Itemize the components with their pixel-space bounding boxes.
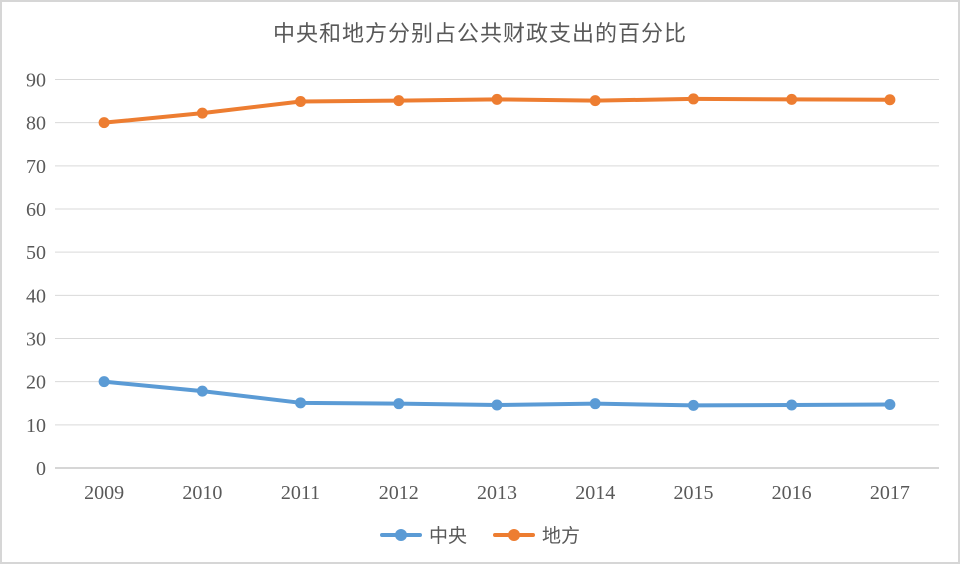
data-point-central[interactable] — [196, 385, 208, 397]
data-point-local[interactable] — [589, 95, 601, 107]
legend-item-local[interactable]: 地方 — [493, 521, 580, 548]
chart-title: 中央和地方分别占公共财政支出的百分比 — [272, 21, 687, 46]
data-point-local[interactable] — [295, 96, 307, 108]
x-tick-label: 2014 — [575, 482, 615, 504]
y-tick-label: 90 — [26, 70, 46, 92]
legend-label-local: 地方 — [542, 526, 581, 547]
x-tick-label: 2013 — [477, 482, 517, 504]
y-tick-label: 20 — [26, 372, 46, 394]
data-point-local[interactable] — [196, 107, 208, 119]
x-tick-label: 2016 — [772, 482, 812, 504]
data-point-local[interactable] — [786, 93, 798, 105]
x-tick-label: 2011 — [281, 482, 320, 504]
data-point-local[interactable] — [393, 95, 405, 107]
y-tick-label: 10 — [26, 415, 46, 437]
data-point-local[interactable] — [98, 117, 110, 129]
y-tick-label: 0 — [36, 458, 46, 480]
data-point-central[interactable] — [884, 399, 896, 411]
data-point-central[interactable] — [786, 399, 798, 411]
y-tick-label: 30 — [26, 329, 46, 351]
data-point-central[interactable] — [589, 398, 601, 410]
y-tick-label: 80 — [26, 113, 46, 135]
y-tick-label: 60 — [26, 199, 46, 221]
data-point-local[interactable] — [491, 93, 503, 105]
data-point-central[interactable] — [393, 398, 405, 410]
data-point-local[interactable] — [687, 93, 699, 105]
x-tick-label: 2015 — [673, 482, 713, 504]
x-tick-label: 2017 — [870, 482, 910, 504]
legend-line-marker-icon — [493, 528, 535, 541]
x-tick-label: 2009 — [84, 482, 124, 504]
x-tick-label: 2012 — [379, 482, 419, 504]
data-point-central[interactable] — [687, 399, 699, 411]
legend-item-central[interactable]: 中央 — [379, 521, 467, 548]
data-point-central[interactable] — [491, 399, 503, 411]
y-tick-label: 50 — [26, 242, 46, 264]
data-point-central[interactable] — [295, 397, 307, 409]
legend-line-marker-icon — [379, 528, 422, 541]
x-tick-label: 2010 — [182, 482, 222, 504]
y-tick-label: 70 — [26, 156, 46, 178]
legend-label-central: 中央 — [428, 526, 467, 547]
data-point-local[interactable] — [884, 94, 896, 106]
chart-legend: 中央 地方 — [2, 521, 958, 548]
y-tick-label: 40 — [26, 285, 46, 307]
data-point-central[interactable] — [98, 376, 110, 388]
